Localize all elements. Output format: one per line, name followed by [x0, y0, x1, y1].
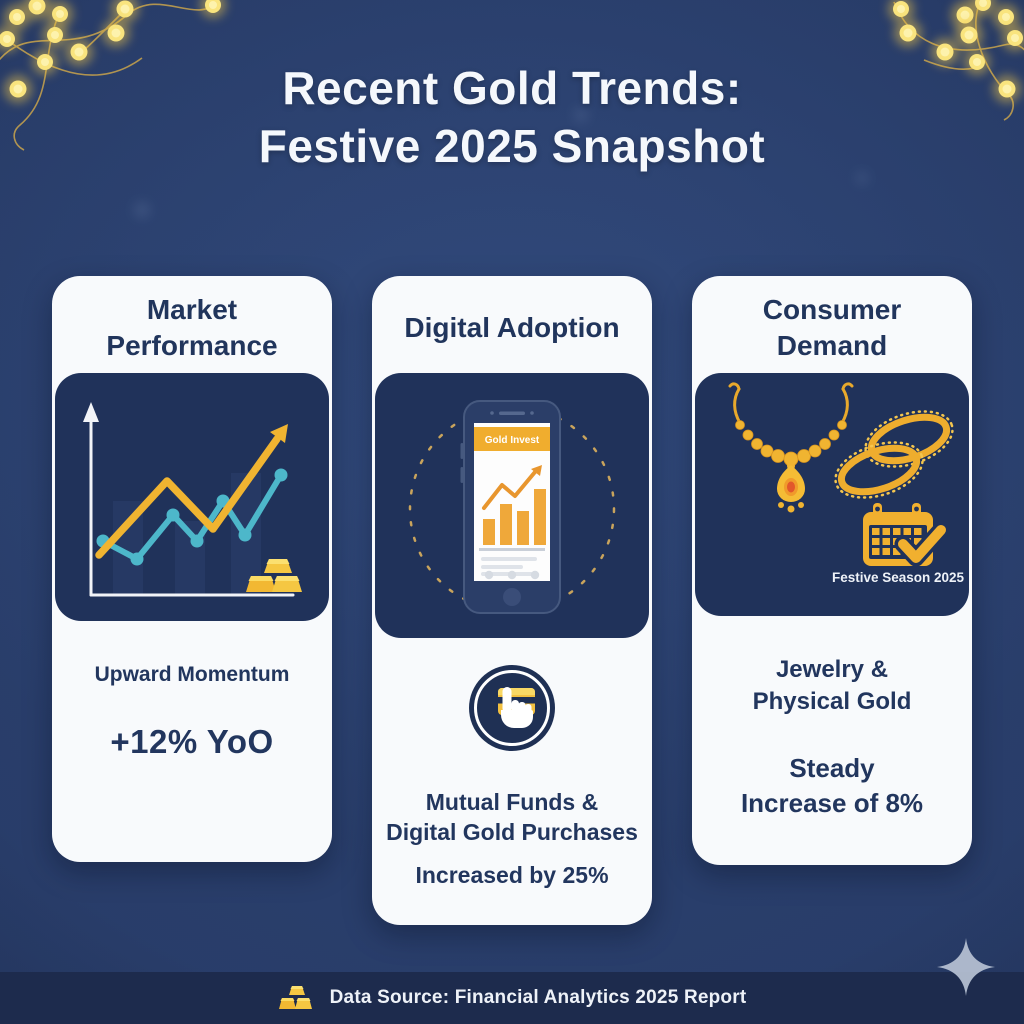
necklace-icon [728, 382, 854, 513]
festive-season-badge: Festive Season 2025 [832, 570, 965, 585]
card-market-body: Upward Momentum +12% YoO [52, 621, 332, 862]
page-title: Recent Gold Trends: Festive 2025 Snapsho… [0, 60, 1024, 176]
page-title-line1: Recent Gold Trends: [282, 62, 742, 114]
page-title-line2: Festive 2025 Snapshot [258, 119, 766, 172]
footer-bar: Data Source: Financial Analytics 2025 Re… [0, 972, 1024, 1024]
sparkle-icon [937, 938, 995, 996]
card-consumer-body: Jewelry & Physical Gold Steady Increase … [692, 616, 972, 865]
card-digital-body: Mutual Funds & Digital Gold Purchases In… [372, 638, 652, 925]
card-market-performance: Market Performance [52, 276, 332, 862]
tap-payment-icon [469, 665, 555, 751]
consumer-jewelry-panel: Festive Season 2025 [695, 373, 969, 616]
consumer-heading-line2: Physical Gold [752, 688, 912, 716]
digital-heading: Mutual Funds & Digital Gold Purchases [372, 788, 652, 848]
market-subtitle: Upward Momentum [94, 663, 290, 686]
bokeh-dot [856, 172, 868, 184]
digital-heading-line1: Mutual Funds & [425, 789, 599, 815]
market-chart-panel [55, 373, 329, 621]
card-consumer-demand: Consumer Demand [692, 276, 972, 865]
digital-stat: Increased by 25% [415, 861, 609, 888]
data-source-text: Data Source: Financial Analytics 2025 Re… [329, 987, 747, 1008]
digital-phone-panel: Gold Invest [375, 373, 649, 638]
trend-chart-illustration [83, 402, 302, 597]
bokeh-dot [134, 202, 150, 218]
card-consumer-title: Consumer Demand [762, 293, 902, 361]
bokeh-dot [574, 108, 588, 122]
consumer-stat: Steady Increase of 8% [692, 751, 972, 821]
card-market-title: Market Performance [106, 293, 278, 361]
card-digital-adoption: Digital Adoption Gold Invest [372, 276, 652, 925]
calendar-icon [863, 503, 950, 567]
consumer-heading: Jewelry & Physical Gold [692, 654, 972, 719]
digital-heading-line2: Digital Gold Purchases [386, 818, 638, 845]
consumer-stat-line2: Increase of 8% [740, 787, 924, 818]
market-stat: +12% YoO [110, 723, 274, 760]
string-lights-right-icon [888, 0, 1024, 121]
phone-illustration: Gold Invest [408, 400, 616, 614]
app-name-label: Gold Invest [485, 435, 540, 446]
gold-bars-icon [278, 986, 312, 1009]
consumer-heading-line1: Jewelry & [775, 656, 889, 683]
gold-ingots-icon [246, 559, 302, 592]
card-digital-title: Digital Adoption [404, 311, 620, 343]
consumer-stat-line1: Steady [789, 752, 875, 783]
string-lights-left-icon [0, 0, 226, 151]
cards-row: Market Performance [52, 276, 972, 925]
jewelry-illustration: Festive Season 2025 [728, 382, 965, 585]
bangles-icon [834, 410, 954, 499]
